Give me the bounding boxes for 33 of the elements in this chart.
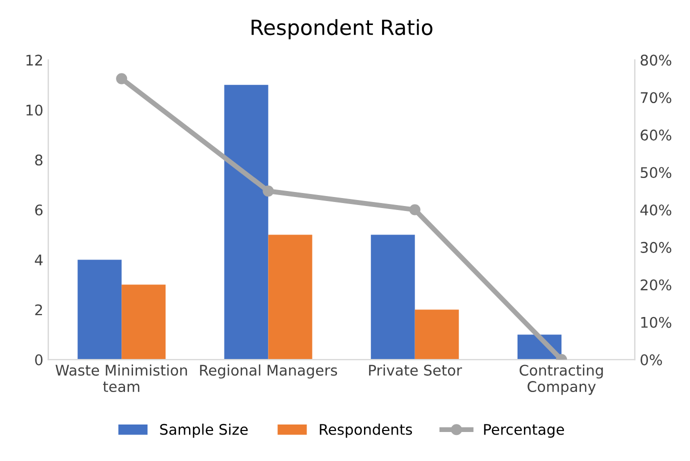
y-tick-label: 2 bbox=[35, 304, 42, 316]
x-tick-label: Private Setor bbox=[369, 364, 462, 376]
x-tick-label: Regional Managers bbox=[200, 364, 338, 379]
y-tick-label: 6 bbox=[35, 204, 43, 216]
bar bbox=[224, 84, 268, 360]
point bbox=[116, 73, 128, 84]
y2-tick-label: 80% bbox=[640, 54, 672, 66]
bar bbox=[414, 310, 459, 360]
bar bbox=[122, 284, 166, 360]
legend-label: Respondents bbox=[320, 424, 412, 438]
y2-tick-label: 40% bbox=[640, 204, 672, 216]
point bbox=[262, 185, 274, 197]
y-tick-label: 4 bbox=[34, 254, 43, 266]
y-tick-label: 8 bbox=[35, 154, 42, 166]
y2-tick-label: 0% bbox=[640, 354, 662, 366]
point bbox=[409, 204, 420, 216]
y2-tick-label: 10% bbox=[641, 316, 672, 328]
bar bbox=[370, 234, 415, 360]
x-tick-label: Waste Minimistion team bbox=[56, 364, 187, 392]
bar bbox=[78, 260, 122, 360]
x-tick-label: Contracting Company bbox=[520, 364, 603, 395]
y2-tick-label: 60% bbox=[640, 130, 672, 141]
y-tick-label: 10 bbox=[26, 104, 42, 116]
y2-tick-label: 30% bbox=[640, 242, 672, 253]
legend-label: Sample Size bbox=[160, 424, 248, 438]
bar bbox=[268, 234, 312, 360]
legend-label: Percentage bbox=[484, 424, 564, 438]
y2-tick-label: 20% bbox=[640, 279, 672, 290]
y-tick-label: 12 bbox=[26, 54, 42, 66]
y2-tick-label: 50% bbox=[640, 167, 672, 178]
y-tick-label: 0 bbox=[35, 354, 42, 366]
chart-title: Respondent Ratio bbox=[252, 19, 432, 40]
y2-tick-label: 70% bbox=[640, 92, 672, 104]
